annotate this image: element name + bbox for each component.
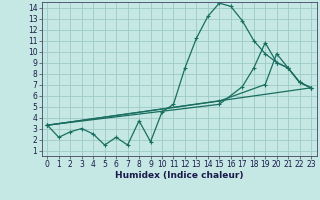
X-axis label: Humidex (Indice chaleur): Humidex (Indice chaleur) xyxy=(115,171,244,180)
